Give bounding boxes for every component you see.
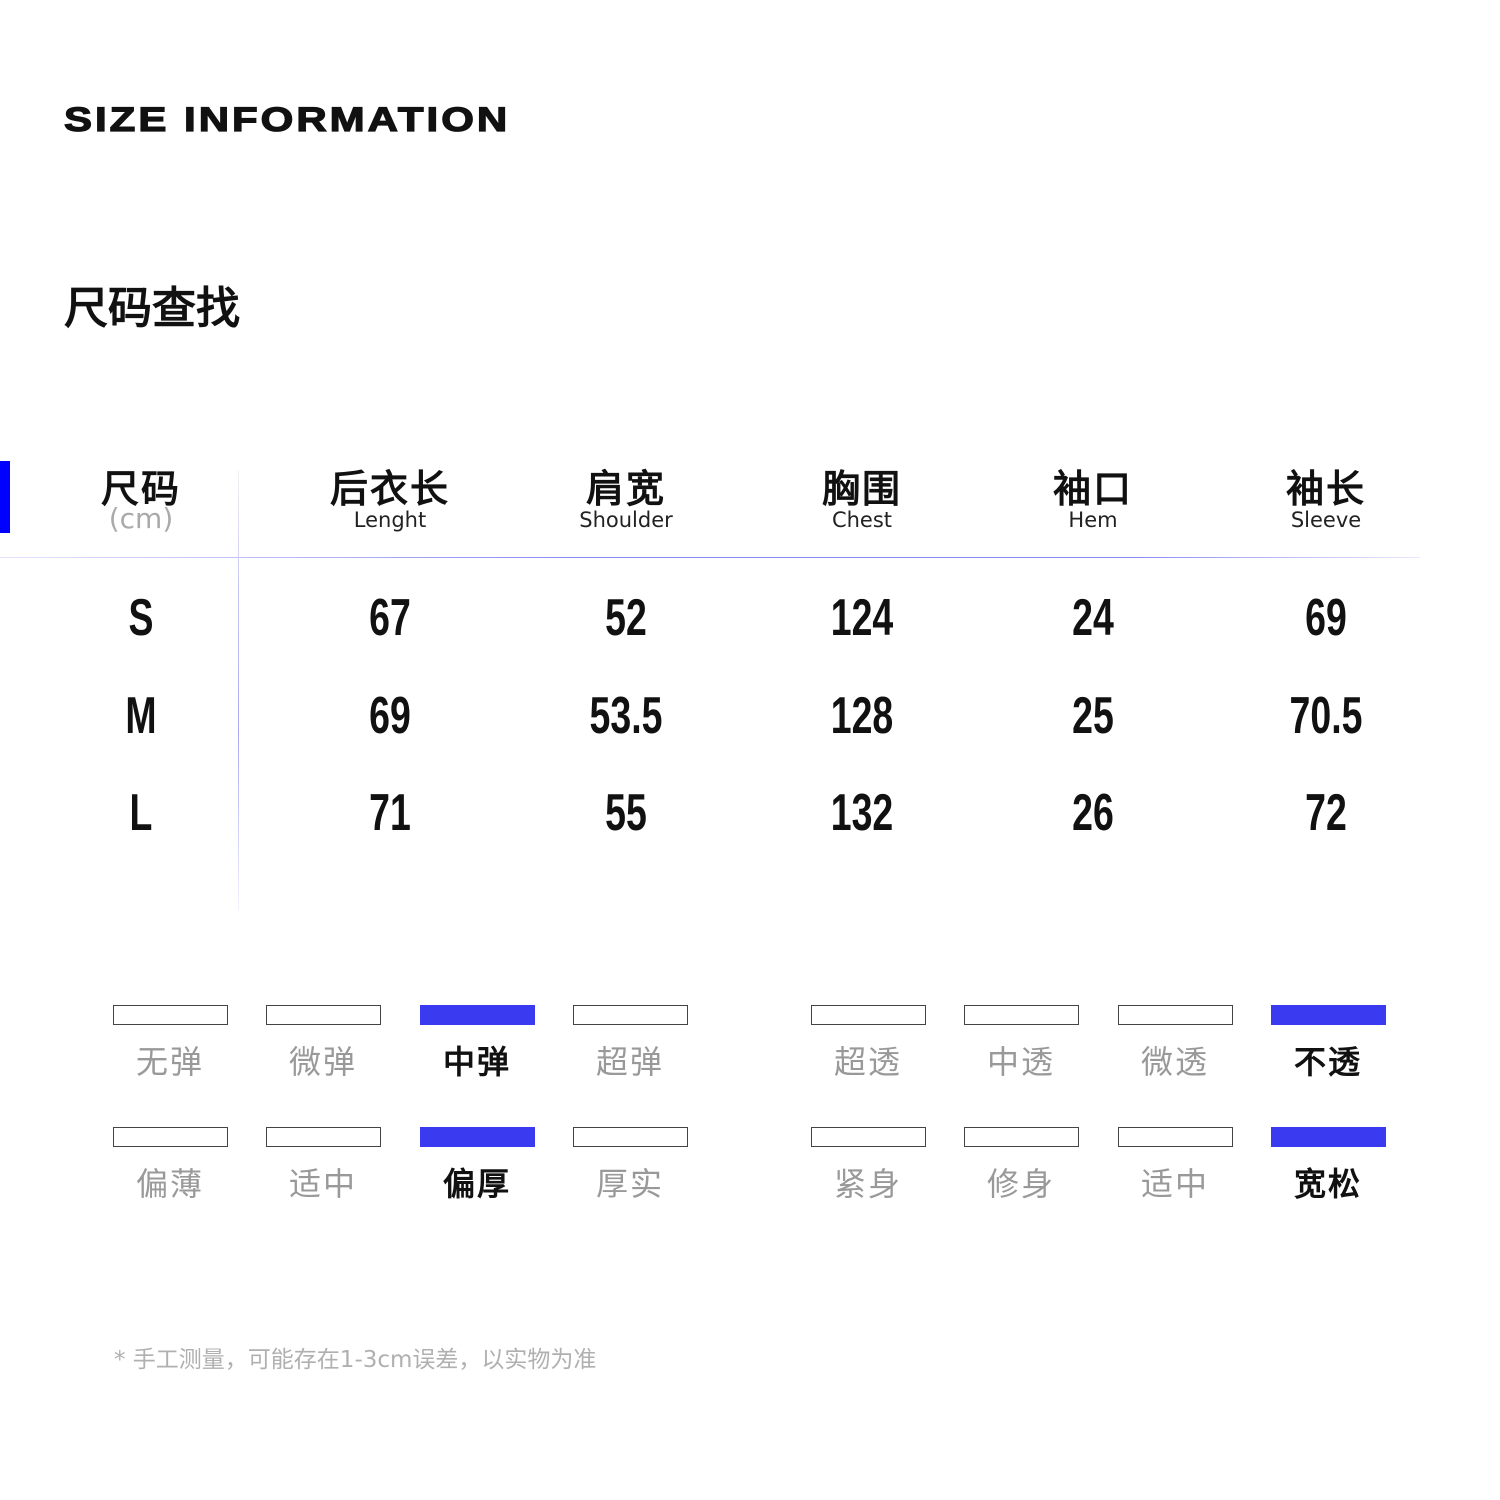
table-cell: 70.5 (1289, 687, 1363, 745)
measurement-note: * 手工测量，可能存在1-3cm误差，以实物为准 (114, 1347, 597, 1373)
scale-option-label: 中弹 (442, 1043, 511, 1081)
table-cell: 25 (1072, 687, 1114, 745)
column-header-en: Lenght (353, 508, 427, 532)
section-title: 尺码查找 (64, 283, 240, 334)
table-cell: 52 (605, 589, 647, 647)
scale-option-label: 适中 (288, 1165, 357, 1203)
scale-option-label: 超透 (833, 1043, 902, 1081)
table-cell: 124 (830, 589, 894, 647)
size-header: 尺码 (100, 467, 181, 511)
column-divider (238, 470, 239, 910)
table-cell: 128 (830, 687, 894, 745)
accent-bar (0, 461, 10, 533)
scale-option-label: 不透 (1293, 1043, 1362, 1081)
table-cell: 69 (1305, 589, 1347, 647)
column-header-zh: 胸围 (821, 467, 902, 511)
scale-option-label: 中透 (986, 1043, 1055, 1081)
table-cell: 53.5 (589, 687, 663, 745)
column-header-en: Sleeve (1290, 508, 1362, 532)
scale-indicator (420, 1127, 535, 1147)
table-cell: 26 (1072, 784, 1114, 842)
header-divider (0, 557, 1420, 558)
scale-option-label: 宽松 (1293, 1165, 1362, 1203)
column-header-zh: 肩宽 (585, 467, 666, 511)
scale-option-label: 微弹 (288, 1043, 357, 1081)
table-cell: 132 (830, 784, 894, 842)
table-cell: 55 (605, 784, 647, 842)
scale-indicator (811, 1127, 926, 1147)
scale-option-label: 适中 (1140, 1165, 1209, 1203)
scale-option-label: 微透 (1140, 1043, 1209, 1081)
table-cell: 24 (1072, 589, 1114, 647)
scale-indicator (811, 1005, 926, 1025)
size-label: L (129, 784, 153, 842)
scale-indicator (266, 1005, 381, 1025)
column-header-zh: 后衣长 (329, 467, 450, 511)
scale-indicator (1271, 1005, 1386, 1025)
scale-option-label: 偏薄 (135, 1165, 204, 1203)
column-header-zh: 袖长 (1285, 467, 1366, 511)
page-title: SIZE INFORMATION (63, 99, 511, 139)
scale-option-label: 超弹 (595, 1043, 664, 1081)
scale-option-label: 紧身 (833, 1165, 902, 1203)
scale-indicator (420, 1005, 535, 1025)
scale-indicator (1271, 1127, 1386, 1147)
scale-indicator (964, 1005, 1079, 1025)
unit-label: (cm) (108, 502, 174, 535)
scale-indicator (113, 1005, 228, 1025)
scale-indicator (266, 1127, 381, 1147)
size-label: M (125, 687, 157, 745)
table-cell: 71 (369, 784, 411, 842)
column-header-en: Chest (831, 508, 893, 532)
table-cell: 69 (369, 687, 411, 745)
scale-option-label: 厚实 (595, 1165, 664, 1203)
scale-option-label: 修身 (986, 1165, 1055, 1203)
size-label: S (128, 589, 154, 647)
column-header-en: Hem (1068, 508, 1118, 532)
scale-indicator (964, 1127, 1079, 1147)
scale-indicator (573, 1127, 688, 1147)
scale-indicator (1118, 1127, 1233, 1147)
table-cell: 72 (1305, 784, 1347, 842)
column-header-en: Shoulder (579, 508, 673, 532)
scale-indicator (113, 1127, 228, 1147)
scale-indicator (573, 1005, 688, 1025)
table-cell: 67 (369, 589, 411, 647)
scale-indicator (1118, 1005, 1233, 1025)
scale-option-label: 无弹 (135, 1043, 204, 1081)
scale-option-label: 偏厚 (442, 1165, 511, 1203)
column-header-zh: 袖口 (1052, 467, 1133, 511)
